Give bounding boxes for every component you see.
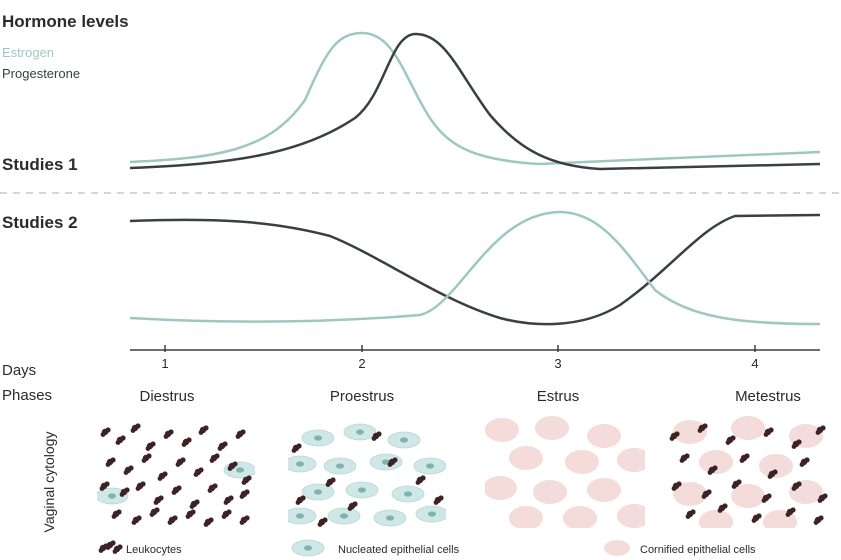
legend-leukocytes: Leukocytes — [126, 544, 182, 556]
tick-label-3: 3 — [554, 356, 561, 371]
panel-label-studies-1: Studies 1 — [2, 155, 78, 174]
phase-estrus: Estrus — [537, 388, 580, 405]
cornified-cell-legend-icon — [604, 540, 630, 556]
vaginal-cytology-label: Vaginal cytology — [41, 432, 57, 533]
phase-proestrus: Proestrus — [330, 388, 394, 405]
cytology-legend: Leukocytes Nucleated epithelial cells Co… — [98, 539, 756, 557]
panel-label-studies-2: Studies 2 — [2, 213, 78, 232]
phase-diestrus: Diestrus — [139, 388, 194, 405]
studies2-estrogen-curve — [129, 210, 821, 326]
tick-label-4: 4 — [751, 356, 758, 371]
cytology-panel-proestrus — [288, 423, 446, 527]
nucleated-cell-legend-icon — [291, 539, 325, 557]
phases-label: Phases — [2, 387, 52, 404]
tick-label-1: 1 — [161, 356, 168, 371]
days-axis-label: Days — [2, 362, 36, 379]
days-axis-ticks: 1 2 3 4 — [161, 345, 759, 371]
legend-cornified-epithelial-cells: Cornified epithelial cells — [640, 544, 756, 556]
studies2-progesterone-curve — [129, 213, 821, 326]
cytology-panel-estrus — [485, 416, 645, 528]
studies1-progesterone-curve — [129, 32, 821, 171]
figure-title: Hormone levels — [2, 12, 129, 31]
legend-progesterone: Progesterone — [2, 66, 80, 81]
phase-metestrus: Metestrus — [735, 388, 801, 405]
cytology-panel-diestrus — [97, 423, 255, 527]
cytology-panel-metestrus — [669, 416, 828, 528]
legend-estrogen: Estrogen — [2, 45, 54, 60]
tick-label-2: 2 — [358, 356, 365, 371]
studies1-estrogen-curve — [129, 31, 821, 166]
leukocytes-legend-icon — [98, 540, 123, 554]
legend-nucleated-epithelial-cells: Nucleated epithelial cells — [338, 544, 460, 556]
